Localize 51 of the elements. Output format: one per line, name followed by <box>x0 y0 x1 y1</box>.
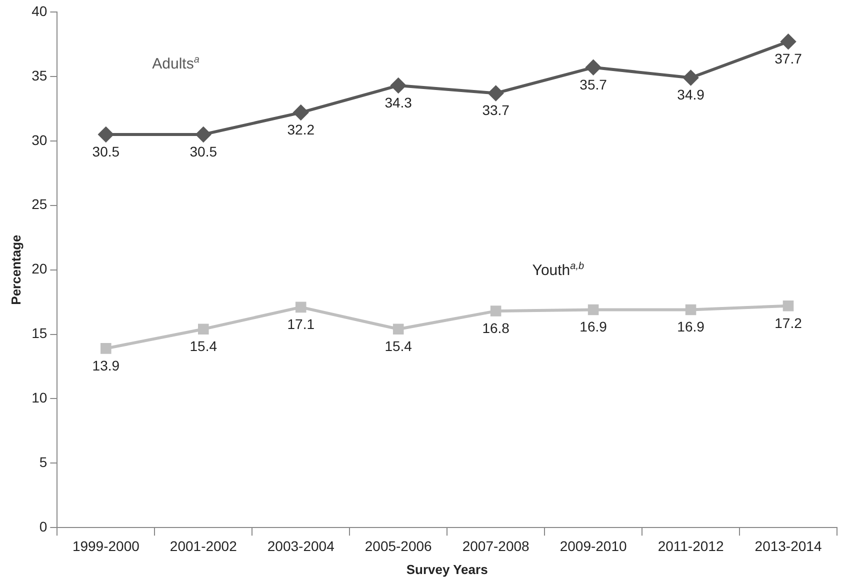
data-label: 16.9 <box>677 318 705 335</box>
point <box>198 324 209 334</box>
data-label: 32.2 <box>287 121 315 138</box>
data-label: 30.5 <box>92 143 120 160</box>
point <box>392 324 404 334</box>
y-tick-label: 20 <box>32 260 48 277</box>
point <box>685 304 696 316</box>
point <box>390 78 406 93</box>
point <box>293 105 308 120</box>
point <box>780 34 796 50</box>
point <box>295 302 306 313</box>
point <box>683 70 698 86</box>
x-tick-label: 2009-2010 <box>560 538 627 554</box>
data-label: 34.3 <box>384 94 412 110</box>
data-label: 17.1 <box>287 316 315 332</box>
point <box>588 304 599 316</box>
data-label: 17.2 <box>774 314 802 331</box>
y-tick-label: 30 <box>32 132 48 148</box>
point <box>196 126 211 142</box>
data-label: 16.8 <box>482 320 510 336</box>
data-label: 15.4 <box>384 338 412 354</box>
x-tick-label: 2007-2008 <box>462 538 530 554</box>
y-tick-label: 0 <box>39 518 48 534</box>
point <box>490 306 502 316</box>
data-label: 33.7 <box>482 102 510 118</box>
y-tick-label: 35 <box>32 67 48 84</box>
data-label: 30.5 <box>190 143 218 160</box>
x-tick-label: 2001-2002 <box>170 538 238 554</box>
x-tick-label: 1999-2000 <box>72 538 140 554</box>
y-tick-label: 10 <box>32 390 48 406</box>
point <box>586 60 601 75</box>
data-label: 34.9 <box>677 86 705 103</box>
data-label: 35.7 <box>580 76 608 92</box>
data-label: 37.7 <box>774 50 802 67</box>
data-label: 16.9 <box>580 318 608 335</box>
data-label: 13.9 <box>92 357 120 374</box>
x-axis-title: Survey Years <box>406 562 488 577</box>
x-tick-label: 2011-2012 <box>658 538 724 554</box>
x-tick-label: 2005-2006 <box>364 538 432 554</box>
y-tick-label: 5 <box>39 454 48 470</box>
point <box>488 86 504 101</box>
data-label: 15.4 <box>190 338 218 354</box>
point <box>100 343 112 354</box>
y-axis-title: Percentage <box>8 234 24 305</box>
x-tick-label: 2013-2014 <box>754 538 822 554</box>
y-tick-label: 40 <box>32 2 48 19</box>
point <box>782 300 794 312</box>
x-tick-label: 2003-2004 <box>267 538 335 554</box>
y-tick-label: 15 <box>32 325 48 342</box>
y-tick-label: 25 <box>32 196 48 212</box>
point <box>98 126 114 142</box>
